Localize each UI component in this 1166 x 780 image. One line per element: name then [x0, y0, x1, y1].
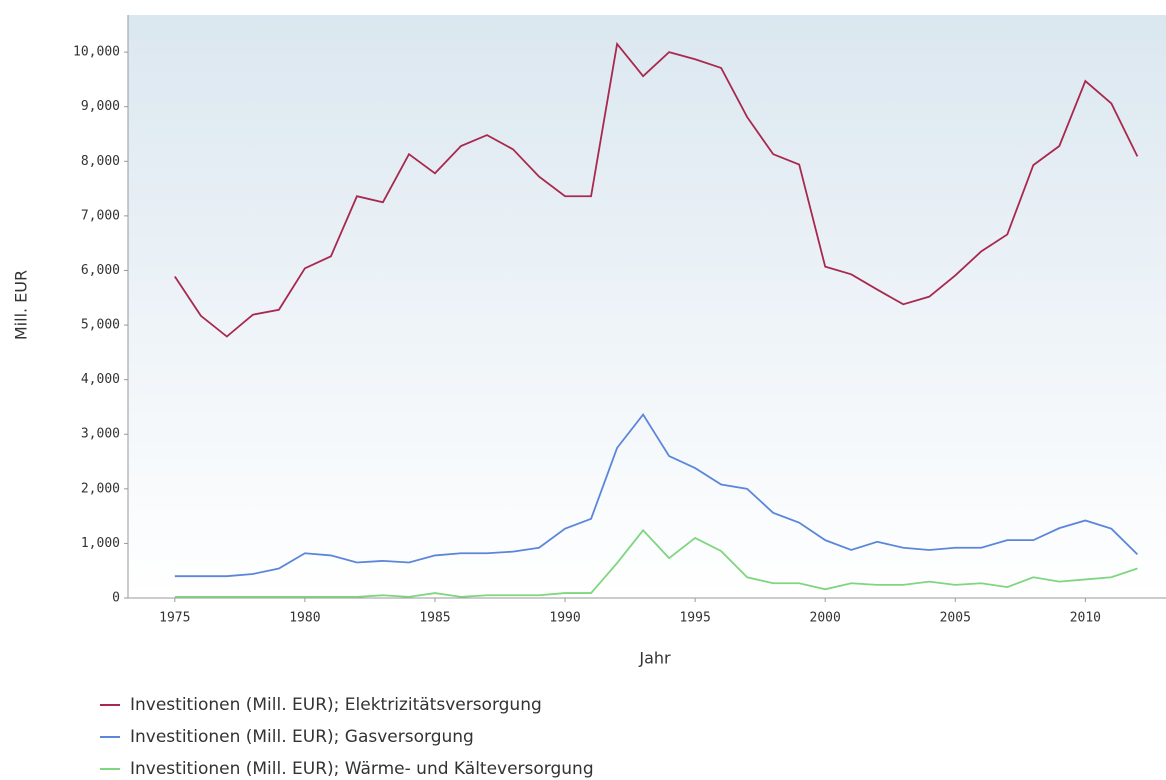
x-tick-label: 1980	[289, 611, 320, 626]
y-axis-label: Mill. EUR	[12, 270, 31, 340]
x-tick-label: 1975	[159, 611, 190, 626]
series-line	[174, 528, 1138, 598]
x-axis-label: Jahr	[638, 649, 671, 668]
y-tick-label: 7,000	[81, 208, 120, 223]
x-tick-label: 2005	[940, 611, 971, 626]
x-tick-label: 2010	[1070, 611, 1101, 626]
y-tick-label: 6,000	[81, 263, 120, 278]
y-tick-label: 4,000	[81, 372, 120, 387]
x-tick-label: 2000	[810, 611, 841, 626]
legend-label: Investitionen (Mill. EUR); Gasversorgung	[130, 727, 474, 747]
series-line	[174, 413, 1139, 578]
legend-label: Investitionen (Mill. EUR); Wärme- und Kä…	[130, 759, 594, 779]
y-tick-label: 0	[112, 591, 120, 606]
y-tick-label: 8,000	[81, 154, 120, 169]
plot-background	[128, 15, 1166, 598]
y-tick-label: 10,000	[73, 45, 120, 60]
y-tick-label: 2,000	[81, 481, 120, 496]
series-line	[174, 41, 1139, 338]
x-tick-label: 1985	[419, 611, 450, 626]
x-tick-label: 1995	[679, 611, 710, 626]
y-tick-label: 5,000	[81, 318, 120, 333]
y-tick-label: 3,000	[81, 427, 120, 442]
legend-label: Investitionen (Mill. EUR); Elektrizitäts…	[130, 695, 542, 715]
y-tick-label: 9,000	[81, 99, 120, 114]
y-tick-label: 1,000	[81, 536, 120, 551]
x-tick-label: 1990	[549, 611, 580, 626]
